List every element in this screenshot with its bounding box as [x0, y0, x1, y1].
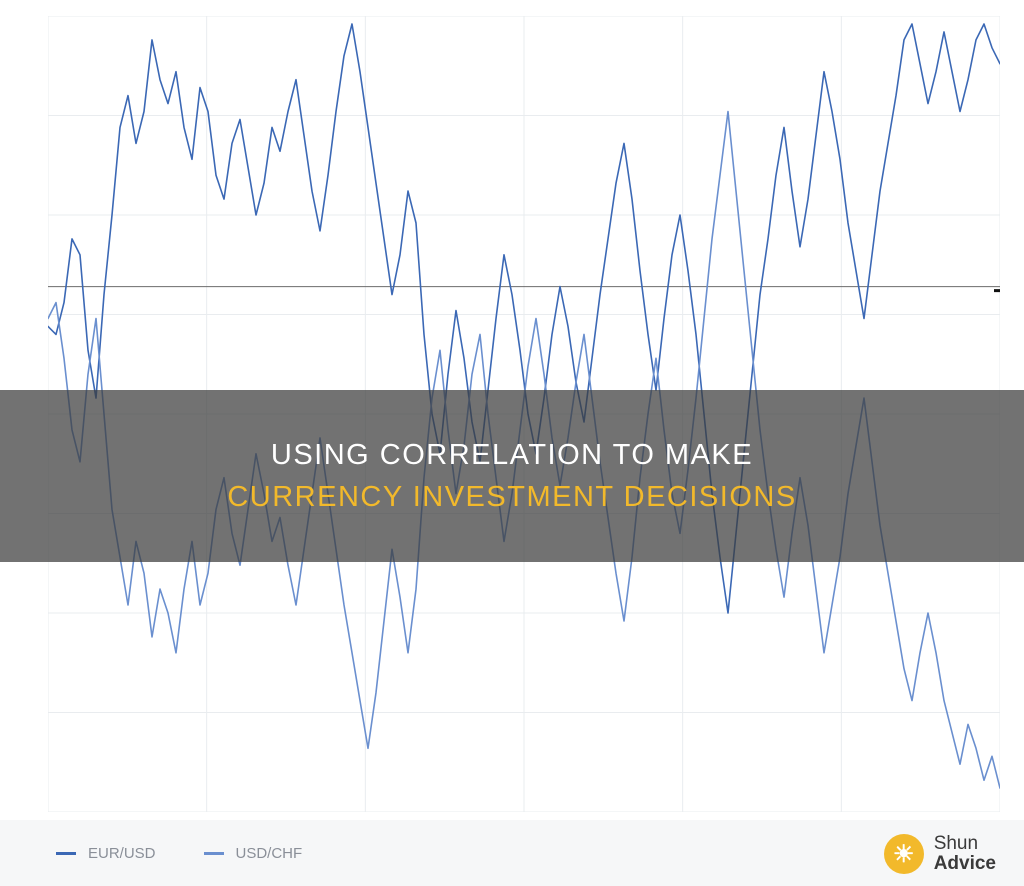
legend-swatch-icon [56, 852, 76, 855]
legend-label: USD/CHF [236, 845, 303, 862]
overlay-line-1: Using Correlation To Make [271, 439, 753, 471]
brand-text: Shun Advice [934, 834, 996, 874]
brand-line-2: Advice [934, 854, 996, 874]
legend-bar: EUR/USD USD/CHF [0, 820, 1024, 886]
brand-logo: ☀ Shun Advice [884, 834, 996, 874]
brand-line-1: Shun [934, 834, 996, 854]
legend-label: EUR/USD [88, 845, 156, 862]
sun-icon: ☀ [884, 834, 924, 874]
legend-swatch-icon [204, 852, 224, 855]
legend-item-usdchf: USD/CHF [204, 845, 303, 862]
overlay-line-2: Currency Investment Decisions [227, 481, 796, 513]
legend-item-eurusd: EUR/USD [56, 845, 156, 862]
title-overlay-band: Using Correlation To Make Currency Inves… [0, 390, 1024, 562]
title-overlay-text: Using Correlation To Make Currency Inves… [227, 434, 796, 518]
